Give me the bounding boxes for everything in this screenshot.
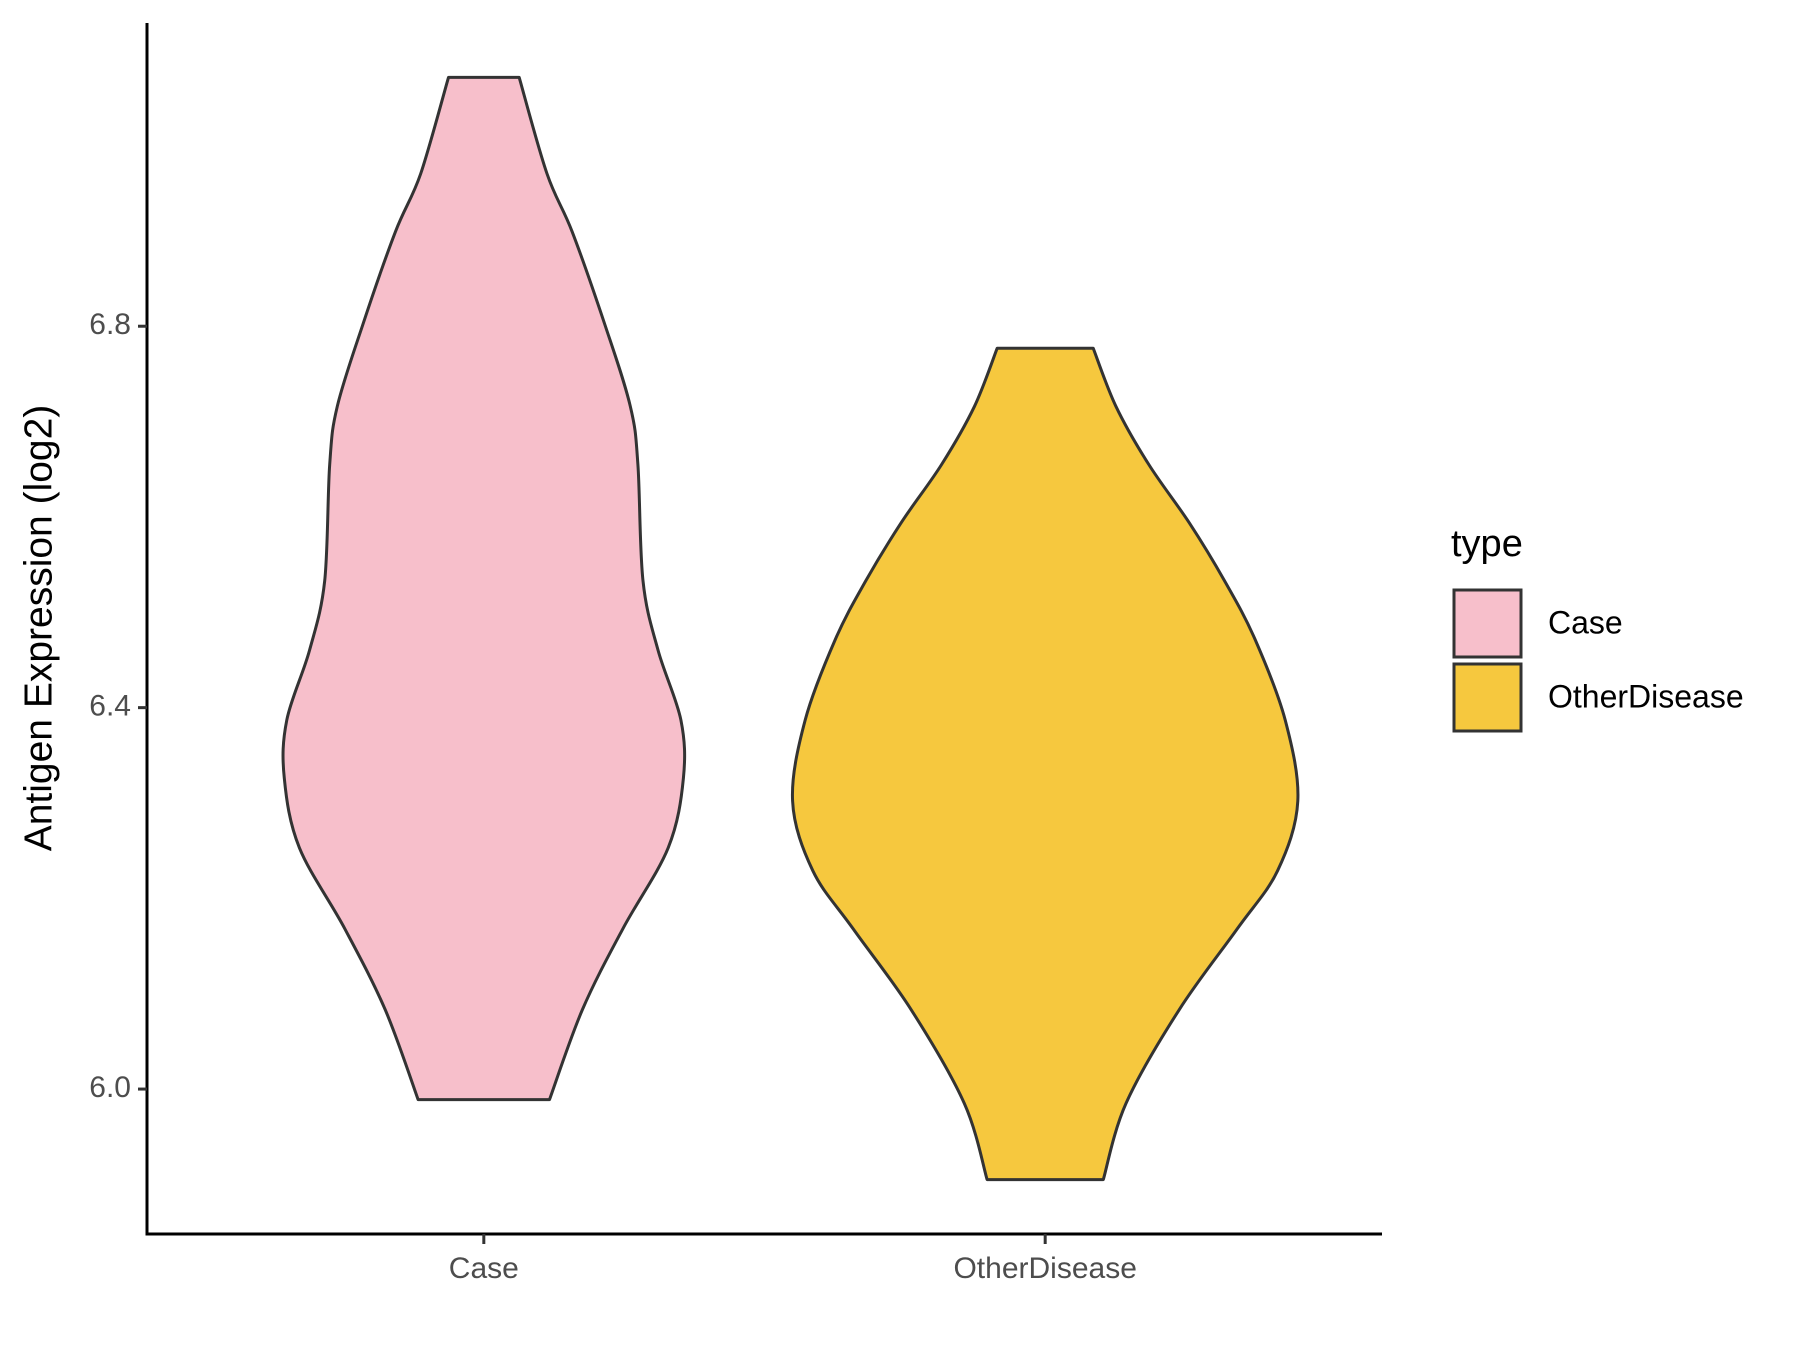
- violin: [281, 75, 687, 1102]
- y-axis-title: Antigen Expression (log2): [17, 405, 60, 852]
- x-tick-label: Case: [449, 1252, 519, 1285]
- legend-title: type: [1451, 523, 1523, 565]
- x-tick-label: OtherDisease: [953, 1252, 1136, 1285]
- y-tick-label: 6.4: [89, 690, 131, 723]
- legend-label: OtherDisease: [1548, 678, 1744, 714]
- legend-key: [1452, 588, 1523, 659]
- violin: [790, 346, 1300, 1182]
- y-tick-label: 6.8: [89, 308, 131, 341]
- legend-label: Case: [1548, 604, 1623, 640]
- legend-key: [1452, 662, 1523, 733]
- y-tick-label: 6.0: [89, 1071, 131, 1104]
